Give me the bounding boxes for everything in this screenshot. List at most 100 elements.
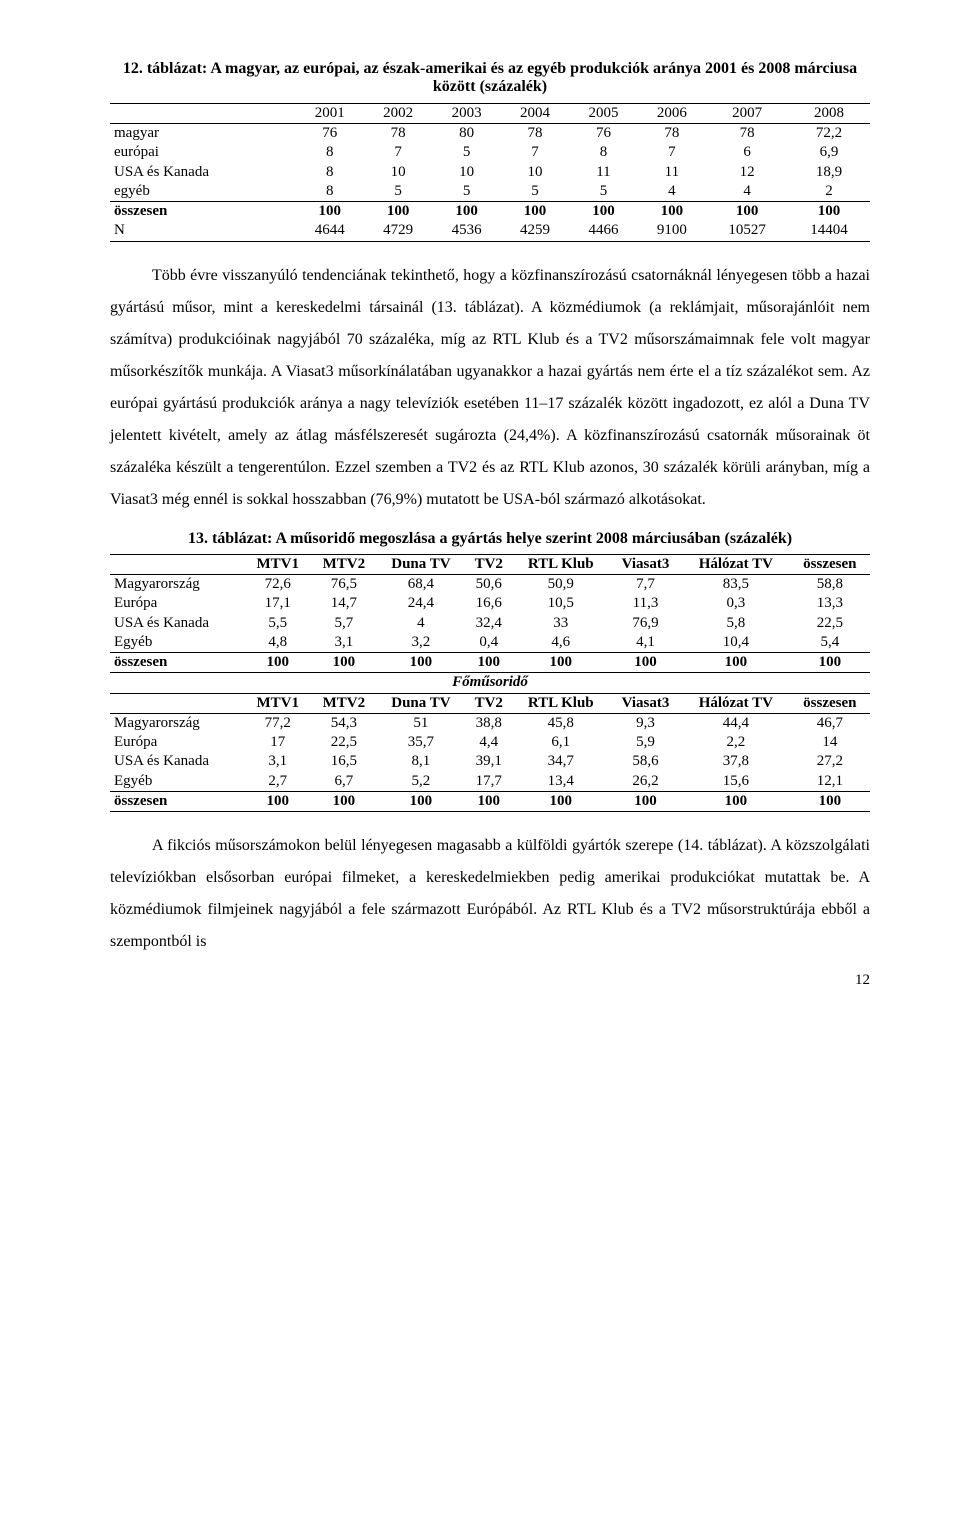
cell: 2 bbox=[788, 182, 870, 202]
col: Hálózat TV bbox=[682, 554, 790, 574]
col: MTV2 bbox=[311, 693, 377, 713]
table12-year: 2001 bbox=[295, 103, 363, 123]
cell: 6,9 bbox=[788, 143, 870, 162]
row-label: összesen bbox=[110, 791, 245, 811]
table13: MTV1 MTV2 Duna TV TV2 RTL Klub Viasat3 H… bbox=[110, 554, 870, 812]
table-row-sum: összesen 100 100 100 100 100 100 100 100 bbox=[110, 653, 870, 673]
cell: 27,2 bbox=[790, 752, 870, 771]
cell: 46,7 bbox=[790, 713, 870, 733]
cell: 4,6 bbox=[513, 633, 610, 653]
row-label: európai bbox=[110, 143, 295, 162]
col: Hálózat TV bbox=[682, 693, 790, 713]
col: Viasat3 bbox=[609, 693, 682, 713]
table12-year: 2002 bbox=[364, 103, 432, 123]
cell: 4 bbox=[638, 182, 706, 202]
cell: 10 bbox=[364, 163, 432, 182]
cell: 100 bbox=[245, 653, 311, 673]
cell: 10 bbox=[432, 163, 500, 182]
cell: 14404 bbox=[788, 221, 870, 241]
cell: 5,2 bbox=[377, 772, 465, 792]
row-label: Magyarország bbox=[110, 713, 245, 733]
cell: 78 bbox=[638, 124, 706, 144]
cell: 68,4 bbox=[377, 575, 465, 595]
table-row: Egyéb 4,8 3,1 3,2 0,4 4,6 4,1 10,4 5,4 bbox=[110, 633, 870, 653]
cell: 0,4 bbox=[465, 633, 513, 653]
cell: 14,7 bbox=[311, 594, 377, 613]
col: MTV2 bbox=[311, 554, 377, 574]
col: MTV1 bbox=[245, 693, 311, 713]
cell: 5 bbox=[569, 182, 637, 202]
table12: 2001 2002 2003 2004 2005 2006 2007 2008 … bbox=[110, 103, 870, 242]
table12-year: 2007 bbox=[706, 103, 788, 123]
cell: 50,6 bbox=[465, 575, 513, 595]
table13-header-row: MTV1 MTV2 Duna TV TV2 RTL Klub Viasat3 H… bbox=[110, 554, 870, 574]
cell: 35,7 bbox=[377, 733, 465, 752]
cell: 45,8 bbox=[513, 713, 610, 733]
row-label: USA és Kanada bbox=[110, 752, 245, 771]
cell: 100 bbox=[295, 202, 363, 222]
cell: 100 bbox=[377, 653, 465, 673]
table12-header-row: 2001 2002 2003 2004 2005 2006 2007 2008 bbox=[110, 103, 870, 123]
section-title: Főműsoridő bbox=[110, 673, 870, 693]
cell: 50,9 bbox=[513, 575, 610, 595]
cell: 100 bbox=[432, 202, 500, 222]
cell: 83,5 bbox=[682, 575, 790, 595]
cell: 3,1 bbox=[311, 633, 377, 653]
cell: 5,5 bbox=[245, 614, 311, 633]
cell: 18,9 bbox=[788, 163, 870, 182]
table12-year: 2008 bbox=[788, 103, 870, 123]
cell: 6 bbox=[706, 143, 788, 162]
cell: 100 bbox=[513, 653, 610, 673]
cell: 8,1 bbox=[377, 752, 465, 771]
cell: 4 bbox=[706, 182, 788, 202]
cell: 17 bbox=[245, 733, 311, 752]
cell: 100 bbox=[311, 791, 377, 811]
row-label: magyar bbox=[110, 124, 295, 144]
table-row: USA és Kanada 8 10 10 10 11 11 12 18,9 bbox=[110, 163, 870, 182]
cell: 13,3 bbox=[790, 594, 870, 613]
cell: 54,3 bbox=[311, 713, 377, 733]
cell: 16,5 bbox=[311, 752, 377, 771]
cell: 39,1 bbox=[465, 752, 513, 771]
cell: 8 bbox=[295, 182, 363, 202]
cell: 80 bbox=[432, 124, 500, 144]
cell: 100 bbox=[790, 791, 870, 811]
page-number: 12 bbox=[110, 972, 870, 989]
col: összesen bbox=[790, 554, 870, 574]
row-label: N bbox=[110, 221, 295, 241]
table-row-n: N 4644 4729 4536 4259 4466 9100 10527 14… bbox=[110, 221, 870, 241]
col: TV2 bbox=[465, 693, 513, 713]
table13-corner bbox=[110, 693, 245, 713]
cell: 10,4 bbox=[682, 633, 790, 653]
cell: 76 bbox=[569, 124, 637, 144]
table-row: Magyarország 72,6 76,5 68,4 50,6 50,9 7,… bbox=[110, 575, 870, 595]
cell: 100 bbox=[513, 791, 610, 811]
row-label: összesen bbox=[110, 202, 295, 222]
table-row-sum: összesen 100 100 100 100 100 100 100 100 bbox=[110, 791, 870, 811]
cell: 17,1 bbox=[245, 594, 311, 613]
cell: 22,5 bbox=[311, 733, 377, 752]
cell: 4536 bbox=[432, 221, 500, 241]
cell: 100 bbox=[682, 791, 790, 811]
row-label: egyéb bbox=[110, 182, 295, 202]
cell: 7 bbox=[638, 143, 706, 162]
table-row: USA és Kanada 3,1 16,5 8,1 39,1 34,7 58,… bbox=[110, 752, 870, 771]
cell: 78 bbox=[501, 124, 569, 144]
cell: 3,2 bbox=[377, 633, 465, 653]
cell: 9100 bbox=[638, 221, 706, 241]
cell: 76,9 bbox=[609, 614, 682, 633]
cell: 100 bbox=[609, 653, 682, 673]
cell: 4,1 bbox=[609, 633, 682, 653]
cell: 5 bbox=[432, 182, 500, 202]
cell: 14 bbox=[790, 733, 870, 752]
row-label: Európa bbox=[110, 733, 245, 752]
table12-title: 12. táblázat: A magyar, az európai, az é… bbox=[110, 60, 870, 97]
cell: 10 bbox=[501, 163, 569, 182]
cell: 77,2 bbox=[245, 713, 311, 733]
cell: 3,1 bbox=[245, 752, 311, 771]
cell: 4259 bbox=[501, 221, 569, 241]
table-row: USA és Kanada 5,5 5,7 4 32,4 33 76,9 5,8… bbox=[110, 614, 870, 633]
cell: 5,4 bbox=[790, 633, 870, 653]
cell: 72,2 bbox=[788, 124, 870, 144]
cell: 78 bbox=[364, 124, 432, 144]
